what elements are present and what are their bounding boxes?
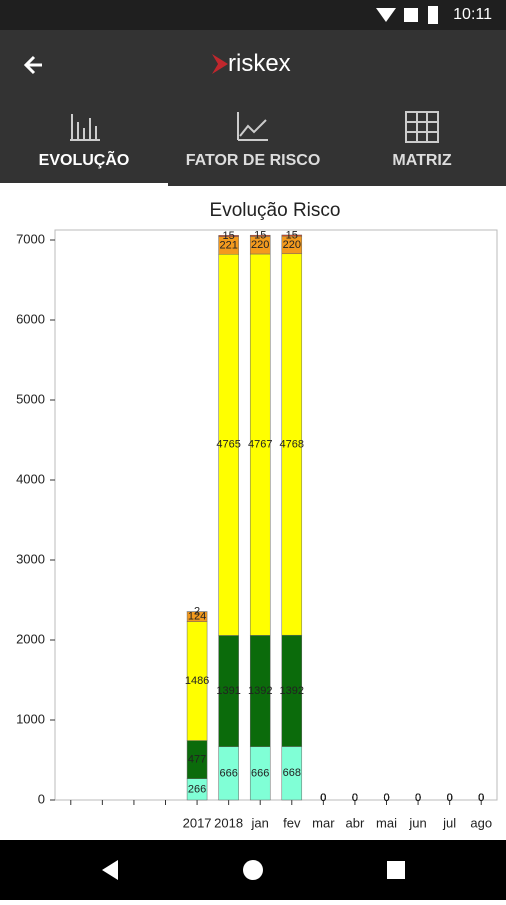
x-tick-label: mar [312, 815, 335, 830]
x-tick-label: 2017 [183, 815, 212, 830]
nav-bar [0, 840, 506, 900]
y-tick-label: 0 [38, 791, 45, 806]
tab[interactable]: FATOR DE RISCO [169, 152, 337, 170]
y-tick-label: 6000 [16, 311, 45, 326]
back-button[interactable] [20, 50, 50, 80]
logo: riskex [228, 50, 291, 78]
y-tick-label: 5000 [16, 391, 45, 406]
tab[interactable]: EVOLUÇÃO [0, 152, 168, 170]
data-label: 0 [478, 792, 484, 804]
data-label: 0 [320, 792, 326, 804]
data-label: 477 [188, 754, 206, 766]
x-tick-label: mai [376, 815, 397, 830]
chart: Evolução Risco 0100020003000400050006000… [0, 186, 506, 840]
x-tick-label: 2018 [214, 815, 243, 830]
data-label: 1391 [216, 685, 240, 697]
data-label: 2 [194, 606, 200, 618]
x-tick-label: jan [251, 815, 269, 830]
y-tick-label: 7000 [16, 231, 45, 246]
data-label: 4765 [216, 439, 240, 451]
data-label: 4767 [248, 439, 272, 451]
x-tick-label: abr [346, 815, 365, 830]
data-label: 15 [254, 230, 266, 242]
status-bar: 10:11 [0, 0, 506, 30]
x-tick-label: jul [442, 815, 456, 830]
y-tick-label: 4000 [16, 471, 45, 486]
data-label: 666 [251, 767, 269, 779]
data-label: 4768 [280, 438, 304, 450]
x-tick-label: jun [408, 815, 426, 830]
logo-mark [210, 52, 230, 76]
tab[interactable]: MATRIZ [338, 152, 506, 170]
chart-title: Evolução Risco [210, 200, 341, 221]
data-label: 668 [283, 767, 301, 779]
data-label: 0 [352, 792, 358, 804]
x-tick-label: ago [470, 815, 492, 830]
y-tick-label: 2000 [16, 631, 45, 646]
data-label: 0 [383, 792, 389, 804]
data-label: 1486 [185, 675, 209, 687]
data-label: 1392 [248, 685, 272, 697]
data-label: 666 [219, 767, 237, 779]
data-label: 266 [188, 783, 206, 795]
tab-icons [0, 108, 506, 148]
data-label: 0 [415, 792, 421, 804]
y-tick-label: 1000 [16, 711, 45, 726]
data-label: 0 [447, 792, 453, 804]
data-label: 15 [286, 229, 298, 241]
y-tick-label: 3000 [16, 551, 45, 566]
app-bar: riskex EVOLUÇÃO FATOR DE RISCO MATRIZ [0, 30, 506, 186]
plot-frame [55, 230, 497, 800]
x-tick-label: fev [283, 815, 301, 830]
clock: 10:11 [453, 6, 492, 24]
status-icons [370, 0, 450, 30]
data-label: 15 [223, 230, 235, 242]
data-label: 1392 [280, 685, 304, 697]
nav-buttons [0, 840, 506, 900]
